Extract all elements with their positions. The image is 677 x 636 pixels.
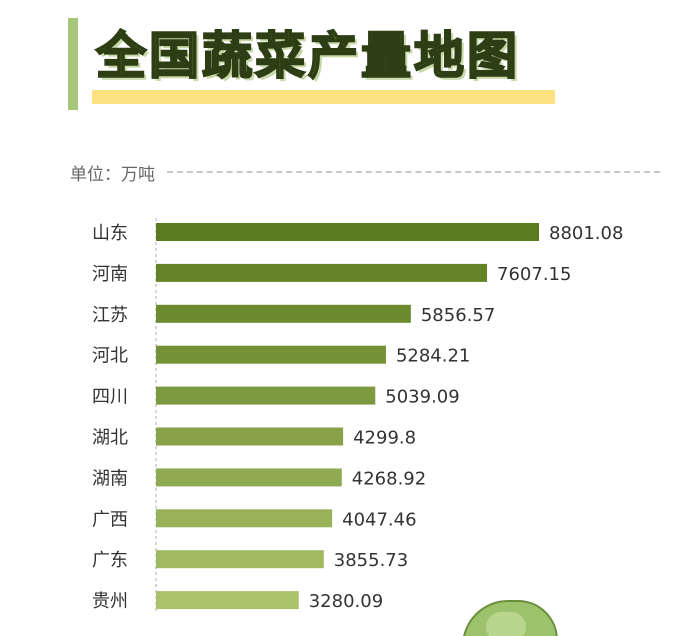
value-label: 8801.08: [549, 223, 623, 244]
value-label: 7607.15: [497, 264, 571, 285]
bar: [156, 509, 333, 528]
value-label: 5856.57: [421, 305, 495, 326]
category-label: 湖南: [92, 468, 128, 489]
category-label: 湖北: [92, 428, 128, 449]
category-label: 山东: [92, 223, 128, 244]
map-decoration-highlight: [486, 612, 526, 636]
bar: [156, 386, 376, 405]
unit-label: 单位：万吨: [70, 164, 155, 185]
unit-row: 单位：万吨: [70, 160, 660, 185]
bar: [156, 468, 342, 487]
value-label: 4268.92: [352, 468, 426, 489]
value-label: 5039.09: [385, 387, 459, 408]
value-label: 3855.73: [334, 550, 408, 571]
value-label: 4047.46: [342, 509, 416, 530]
category-label: 河南: [92, 264, 128, 285]
bar: [156, 304, 411, 323]
value-label: 3280.09: [309, 591, 383, 612]
bar: [156, 345, 386, 364]
value-label: 5284.21: [396, 346, 470, 367]
category-label: 广西: [92, 509, 128, 530]
bar: [156, 550, 324, 569]
title-highlight: [92, 90, 555, 104]
bar: [156, 223, 539, 241]
title-accent-bar: [68, 18, 78, 110]
value-label: 4299.8: [353, 428, 416, 449]
category-label: 广东: [92, 550, 128, 571]
bar: [156, 427, 344, 446]
unit-divider: [167, 171, 660, 173]
category-label: 河北: [92, 346, 128, 367]
page-title: 全国蔬菜产量地图: [95, 26, 520, 86]
category-label: 四川: [92, 387, 128, 408]
category-label: 贵州: [92, 591, 128, 612]
bar: [156, 591, 299, 610]
bar: [156, 263, 488, 282]
category-label: 江苏: [92, 305, 128, 326]
